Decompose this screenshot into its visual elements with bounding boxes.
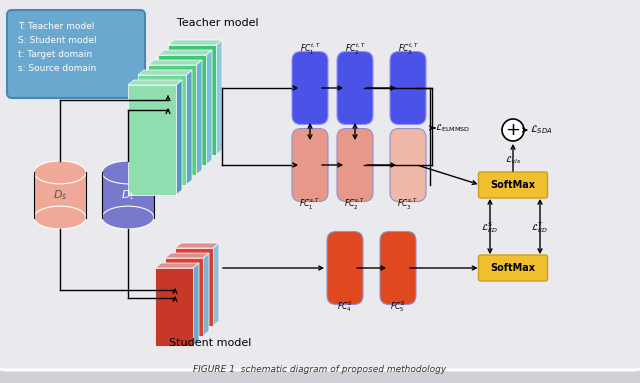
FancyBboxPatch shape [165,258,203,336]
Polygon shape [203,253,209,336]
Ellipse shape [102,206,154,229]
Text: $\mathcal{L}_{cls}$: $\mathcal{L}_{cls}$ [504,154,522,166]
Ellipse shape [102,161,154,184]
FancyBboxPatch shape [337,51,373,124]
Text: $FC_4^{S}$: $FC_4^{S}$ [337,300,353,314]
FancyBboxPatch shape [155,268,193,346]
Text: SoftMax: SoftMax [490,180,536,190]
FancyBboxPatch shape [327,231,363,304]
Polygon shape [175,243,219,248]
FancyBboxPatch shape [148,65,196,175]
Polygon shape [138,70,192,75]
Text: $FC_3^{s,T}$: $FC_3^{s,T}$ [397,196,419,212]
FancyBboxPatch shape [175,248,213,326]
Text: $FC_1^{s,T}$: $FC_1^{s,T}$ [300,196,321,212]
FancyBboxPatch shape [292,129,328,201]
Text: $\mathcal{L}_{KD}^{S}$: $\mathcal{L}_{KD}^{S}$ [481,221,499,236]
FancyBboxPatch shape [479,255,547,281]
FancyBboxPatch shape [0,0,640,370]
Text: Student model: Student model [169,338,251,348]
Text: +: + [506,121,520,139]
Polygon shape [206,50,212,165]
Circle shape [502,119,524,141]
FancyBboxPatch shape [168,45,216,155]
Ellipse shape [34,206,86,229]
FancyBboxPatch shape [138,75,186,185]
Text: $\mathcal{L}_{\mathrm{ELMMSD}}$: $\mathcal{L}_{\mathrm{ELMMSD}}$ [435,122,470,134]
Text: FIGURE 1  schematic diagram of proposed methodology: FIGURE 1 schematic diagram of proposed m… [193,365,447,375]
Polygon shape [168,40,222,45]
Text: $D_t$: $D_t$ [121,188,135,202]
Text: $FC_2^{t,T}$: $FC_2^{t,T}$ [344,41,365,57]
Polygon shape [128,80,182,85]
Polygon shape [158,50,212,55]
FancyBboxPatch shape [479,172,547,198]
Text: $FC_5^{S}$: $FC_5^{S}$ [390,300,406,314]
FancyBboxPatch shape [292,51,328,124]
Text: $\mathcal{L}_{KD}^{T}$: $\mathcal{L}_{KD}^{T}$ [531,221,548,236]
Ellipse shape [34,161,86,184]
FancyBboxPatch shape [158,55,206,165]
FancyBboxPatch shape [34,172,86,218]
Text: $D_s$: $D_s$ [52,188,67,202]
Polygon shape [155,263,199,268]
FancyBboxPatch shape [380,231,416,304]
FancyBboxPatch shape [102,172,154,218]
Polygon shape [186,70,192,185]
FancyBboxPatch shape [128,85,176,195]
FancyBboxPatch shape [390,51,426,124]
Polygon shape [196,60,202,175]
Text: SoftMax: SoftMax [490,263,536,273]
Text: T: Teacher model
S: Student model
t: Target domain
s: Source domain: T: Teacher model S: Student model t: Tar… [18,22,97,73]
Polygon shape [165,253,209,258]
Text: $FC_3^{t,T}$: $FC_3^{t,T}$ [397,41,419,57]
Polygon shape [176,80,182,195]
Text: $\mathcal{L}_{SDA}$: $\mathcal{L}_{SDA}$ [530,124,552,136]
Text: Teacher model: Teacher model [177,18,259,28]
Text: $FC_2^{s,T}$: $FC_2^{s,T}$ [344,196,366,212]
Polygon shape [216,40,222,155]
Text: $FC_1^{t,T}$: $FC_1^{t,T}$ [300,41,321,57]
FancyBboxPatch shape [337,129,373,201]
Polygon shape [213,243,219,326]
FancyBboxPatch shape [390,129,426,201]
Polygon shape [148,60,202,65]
Polygon shape [193,263,199,346]
FancyBboxPatch shape [7,10,145,98]
